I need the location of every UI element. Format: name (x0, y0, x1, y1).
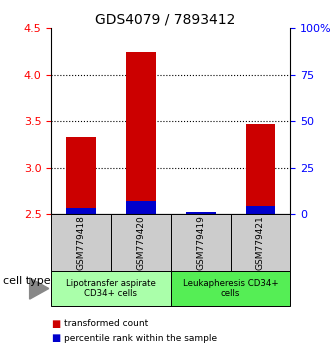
Text: GSM779421: GSM779421 (256, 215, 265, 270)
Bar (246, 124, 276, 214)
Bar (171, 271, 290, 306)
Bar (231, 214, 290, 271)
Text: cell type: cell type (3, 276, 51, 286)
Text: GSM779420: GSM779420 (136, 215, 146, 270)
Text: ■: ■ (51, 319, 60, 329)
Text: transformed count: transformed count (64, 319, 148, 329)
Bar (66, 137, 96, 214)
Text: percentile rank within the sample: percentile rank within the sample (64, 333, 217, 343)
Text: GDS4079 / 7893412: GDS4079 / 7893412 (95, 12, 235, 27)
Bar (171, 214, 231, 271)
Polygon shape (30, 278, 49, 299)
Text: ■: ■ (51, 333, 60, 343)
Bar (246, 206, 276, 214)
Text: Leukapheresis CD34+
cells: Leukapheresis CD34+ cells (183, 279, 279, 298)
Bar (51, 271, 171, 306)
Text: GSM779419: GSM779419 (196, 215, 205, 270)
Bar (66, 208, 96, 214)
Bar (186, 212, 215, 214)
Bar (111, 214, 171, 271)
Bar (51, 214, 111, 271)
Text: GSM779418: GSM779418 (77, 215, 85, 270)
Bar (126, 201, 156, 214)
Bar (186, 212, 215, 214)
Bar (126, 52, 156, 214)
Text: Lipotransfer aspirate
CD34+ cells: Lipotransfer aspirate CD34+ cells (66, 279, 156, 298)
